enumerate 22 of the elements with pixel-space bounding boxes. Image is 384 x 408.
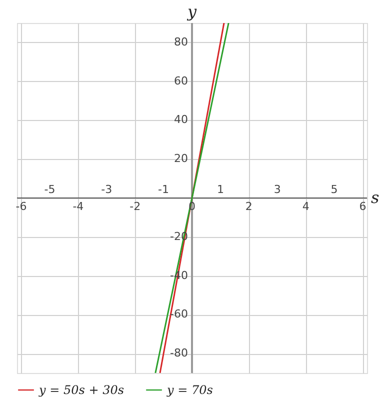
legend-label: y = 50s + 30s (38, 383, 124, 397)
x2-tick-label: -5 (44, 183, 56, 196)
y-axis-title: y (186, 2, 198, 21)
x2-tick-label: -1 (158, 183, 170, 196)
x-tick-label: 2 (245, 200, 252, 213)
y-tick-label: 60 (174, 74, 188, 88)
x-tick-label: 0 (188, 200, 196, 213)
x-tick-label: 4 (302, 200, 310, 213)
x-tick-label: -6 (16, 200, 27, 213)
legend-label: y = 70s (166, 383, 213, 397)
x2-tick-label: 5 (330, 183, 338, 196)
y-tick-label: -80 (170, 346, 188, 360)
x2-tick-label: 3 (274, 183, 281, 196)
y-tick-label: 80 (174, 35, 188, 48)
x-tick-label: 6 (359, 200, 366, 213)
x-tick-label: -2 (130, 200, 141, 213)
x2-tick-label: -3 (101, 183, 112, 196)
x-axis-title: s (371, 188, 380, 207)
x-tick-label: -4 (72, 200, 84, 213)
x2-tick-label: 1 (216, 183, 224, 196)
y-tick-label: 40 (174, 113, 188, 126)
y-tick-label: 20 (174, 152, 188, 166)
